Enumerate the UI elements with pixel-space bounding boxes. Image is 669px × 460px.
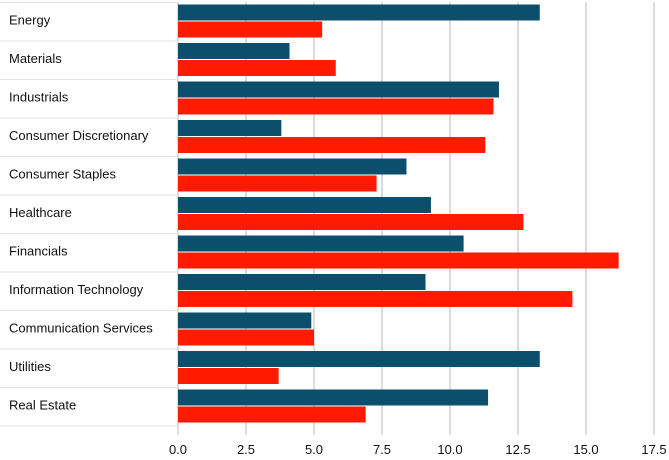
bar-series-1 (178, 120, 282, 136)
bars (178, 4, 619, 423)
bar-series-1 (178, 235, 464, 252)
bar-series-1 (178, 43, 290, 59)
bar-series-2 (178, 137, 486, 153)
bar-series-2 (178, 98, 494, 115)
bar-series-1 (178, 274, 426, 290)
bar-series-2 (178, 291, 573, 307)
category-labels: Energy Materials Industrials Consumer Discr… (9, 13, 153, 413)
bar-series-2 (178, 60, 336, 76)
category-label: Industrials (9, 90, 69, 105)
bar-series-1 (178, 4, 540, 21)
x-tick-label: 0.0 (169, 442, 187, 457)
category-label: Materials (9, 51, 62, 66)
x-tick-labels: 0.0 2.5 5.0 7.5 10.0 12.5 15.0 17.5 (169, 442, 667, 457)
bar-series-1 (178, 81, 499, 98)
category-label: Information Technology (9, 282, 144, 297)
category-label: Healthcare (9, 205, 72, 220)
bar-series-2 (178, 406, 366, 423)
bar-series-1 (178, 197, 431, 213)
x-tick-label: 10.0 (437, 442, 462, 457)
category-label: Energy (9, 13, 51, 28)
category-label: Communication Services (9, 321, 153, 336)
bar-series-2 (178, 252, 619, 269)
bar-series-2 (178, 175, 377, 192)
category-label: Real Estate (9, 398, 76, 413)
bar-series-2 (178, 214, 524, 230)
bar-series-2 (178, 329, 314, 346)
bar-series-2 (178, 21, 323, 38)
bar-series-2 (178, 368, 279, 384)
bar-series-1 (178, 312, 312, 329)
bar-series-1 (178, 158, 407, 175)
x-tick-label: 17.5 (641, 442, 666, 457)
category-label: Consumer Staples (9, 167, 116, 182)
bar-series-1 (178, 389, 489, 406)
x-tick-label: 12.5 (505, 442, 530, 457)
category-label: Utilities (9, 359, 51, 374)
x-tick-label: 7.5 (373, 442, 391, 457)
x-tick-label: 2.5 (237, 442, 255, 457)
category-label: Financials (9, 244, 68, 259)
x-tick-label: 15.0 (573, 442, 598, 457)
x-tick-label: 5.0 (305, 442, 323, 457)
category-label: Consumer Discretionary (9, 128, 149, 143)
bar-series-1 (178, 351, 540, 367)
